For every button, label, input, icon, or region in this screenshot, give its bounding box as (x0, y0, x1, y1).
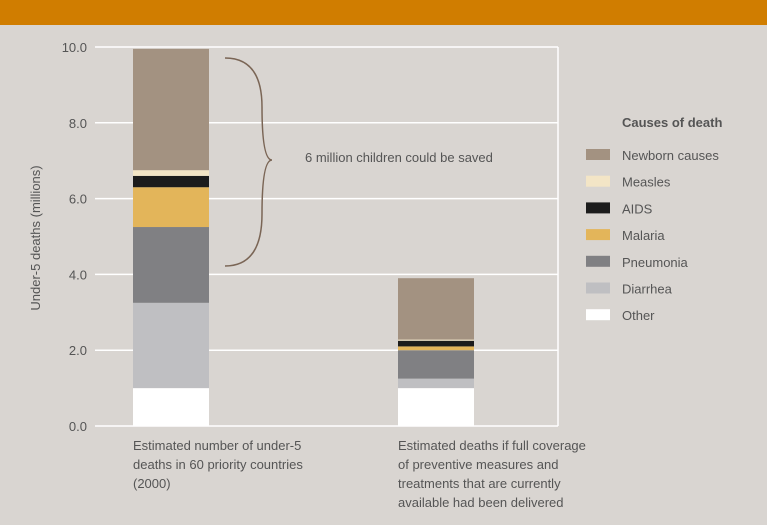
y-tick-label-3: 6.0 (69, 192, 87, 207)
bar-segment-1-newborn-causes (133, 48, 209, 171)
bars (133, 48, 474, 426)
x-category-label-2: Estimated deaths if full coverage of pre… (398, 438, 586, 510)
legend-label-pneumonia: Pneumonia (622, 255, 689, 270)
legend-label-malaria: Malaria (622, 228, 665, 243)
legend-swatch-aids (586, 202, 610, 214)
legend-label-newborn-causes: Newborn causes (622, 148, 719, 163)
y-tick-label-5: 10.0 (62, 40, 87, 55)
legend-swatch-diarrhea (586, 282, 610, 294)
legend-label-diarrhea: Diarrhea (622, 282, 673, 297)
y-tick-label-4: 8.0 (69, 116, 87, 131)
legend-label-other: Other (622, 308, 655, 323)
x-category-label-1: Estimated number of under-5 deaths in 60… (133, 438, 303, 491)
y-tick-label-0: 0.0 (69, 419, 87, 434)
annotation-text: 6 million children could be saved (305, 150, 493, 165)
legend: Newborn causes Measles AIDS Malaria Pneumoni… (586, 148, 719, 323)
header-band (0, 0, 767, 25)
legend-label-measles: Measles (622, 175, 671, 190)
legend-label-aids: AIDS (622, 201, 653, 216)
legend-title: Causes of death (622, 115, 722, 130)
bar-segment-2-pneumonia (398, 350, 474, 379)
bar-segment-1-measles (133, 170, 209, 176)
bar-segment-1-other (133, 388, 209, 426)
bar-segment-1-aids (133, 175, 209, 188)
bar-segment-2-measles (398, 339, 474, 341)
legend-swatch-other (586, 309, 610, 321)
legend-swatch-malaria (586, 229, 610, 241)
y-axis: 0.0 2.0 4.0 6.0 8.0 10.0 (62, 40, 87, 434)
bar-segment-2-diarrhea (398, 378, 474, 389)
bar-segment-1-diarrhea (133, 302, 209, 389)
y-tick-label-1: 2.0 (69, 343, 87, 358)
y-axis-label: Under-5 deaths (millions) (28, 165, 43, 310)
legend-swatch-newborn-causes (586, 149, 610, 160)
bar-segment-2-other (398, 388, 474, 426)
bar-segment-1-pneumonia (133, 227, 209, 303)
bar-segment-1-malaria (133, 187, 209, 228)
bar-segment-2-aids (398, 340, 474, 347)
legend-swatch-measles (586, 175, 610, 187)
annotation-brace (224, 57, 273, 267)
bar-segment-2-malaria (398, 346, 474, 351)
y-tick-label-2: 4.0 (69, 267, 87, 282)
legend-swatch-pneumonia (586, 255, 610, 267)
bar-segment-2-newborn-causes (398, 278, 474, 340)
